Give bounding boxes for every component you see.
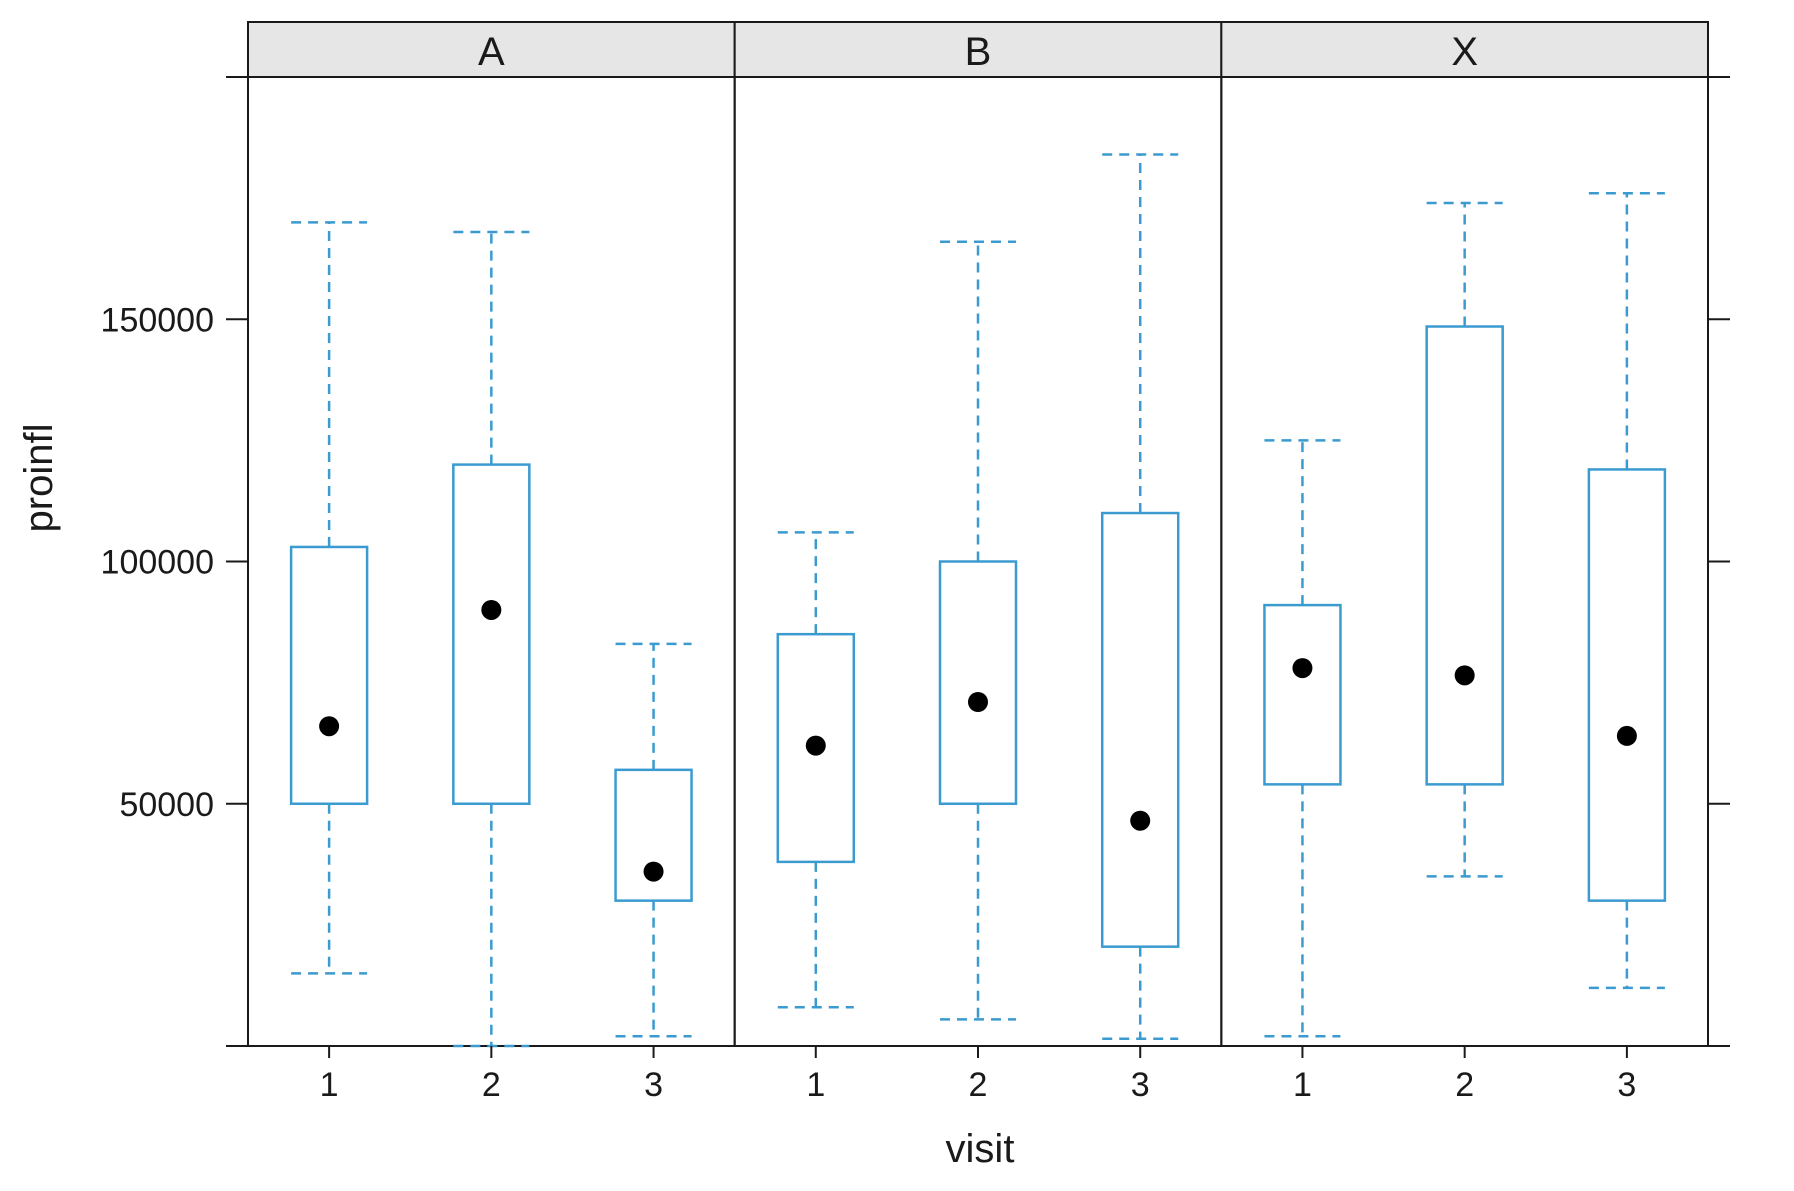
box-visit-1 [1263,439,1342,1038]
box-visit-2 [1425,201,1504,878]
x-tick-label: 2 [482,1066,501,1104]
box-visit-1 [776,531,856,1009]
y-tick-label: 50000 [119,786,214,824]
strip-label: X [1451,30,1478,74]
median-dot [1454,665,1475,686]
y-tick-label: 150000 [101,301,214,339]
box-visit-2 [452,230,531,1048]
x-tick-label: 3 [1617,1066,1636,1104]
strip-header [733,21,1223,78]
median-dot [481,599,502,620]
box-visit-3 [1100,153,1180,1040]
iqr-box [289,545,369,806]
iqr-box [1263,603,1342,786]
median-dot [319,716,340,737]
x-tick-label: 2 [969,1066,988,1104]
strip-header [247,21,736,78]
median-dot [1616,725,1637,746]
box-visit-3 [1587,192,1667,990]
x-tick-label: 2 [1455,1066,1474,1104]
x-tick-label: 1 [806,1066,825,1104]
x-tick-label: 3 [644,1066,663,1104]
panel-a: A [247,21,736,1048]
iqr-box [1100,511,1180,948]
median-dot [643,861,664,882]
iqr-box [938,560,1018,805]
x-tick-label: 1 [320,1066,339,1104]
iqr-box [452,463,531,805]
box-visit-2 [938,240,1018,1021]
box-visit-3 [614,642,693,1038]
y-axis-title: proinfl [17,424,61,533]
strip-label: B [965,30,992,74]
panel-x: X [1220,21,1710,1047]
y-tick-label: 100000 [101,544,214,582]
iqr-box [1425,325,1504,786]
median-dot [1292,658,1313,679]
iqr-box [1587,468,1667,902]
strip-header [1220,21,1710,78]
median-dot [805,735,826,756]
median-dot [1130,810,1151,831]
box-visit-1 [289,221,369,975]
panel-b: B [733,21,1223,1047]
median-dot [968,692,988,713]
strip-label: A [478,30,505,74]
x-tick-label: 3 [1131,1066,1150,1104]
x-axis-title: visit [946,1127,1015,1171]
x-tick-label: 1 [1293,1066,1312,1104]
axes-layer: 1 2 3 1 2 3 1 2 3 50000 100000 150000 [101,76,1730,1104]
